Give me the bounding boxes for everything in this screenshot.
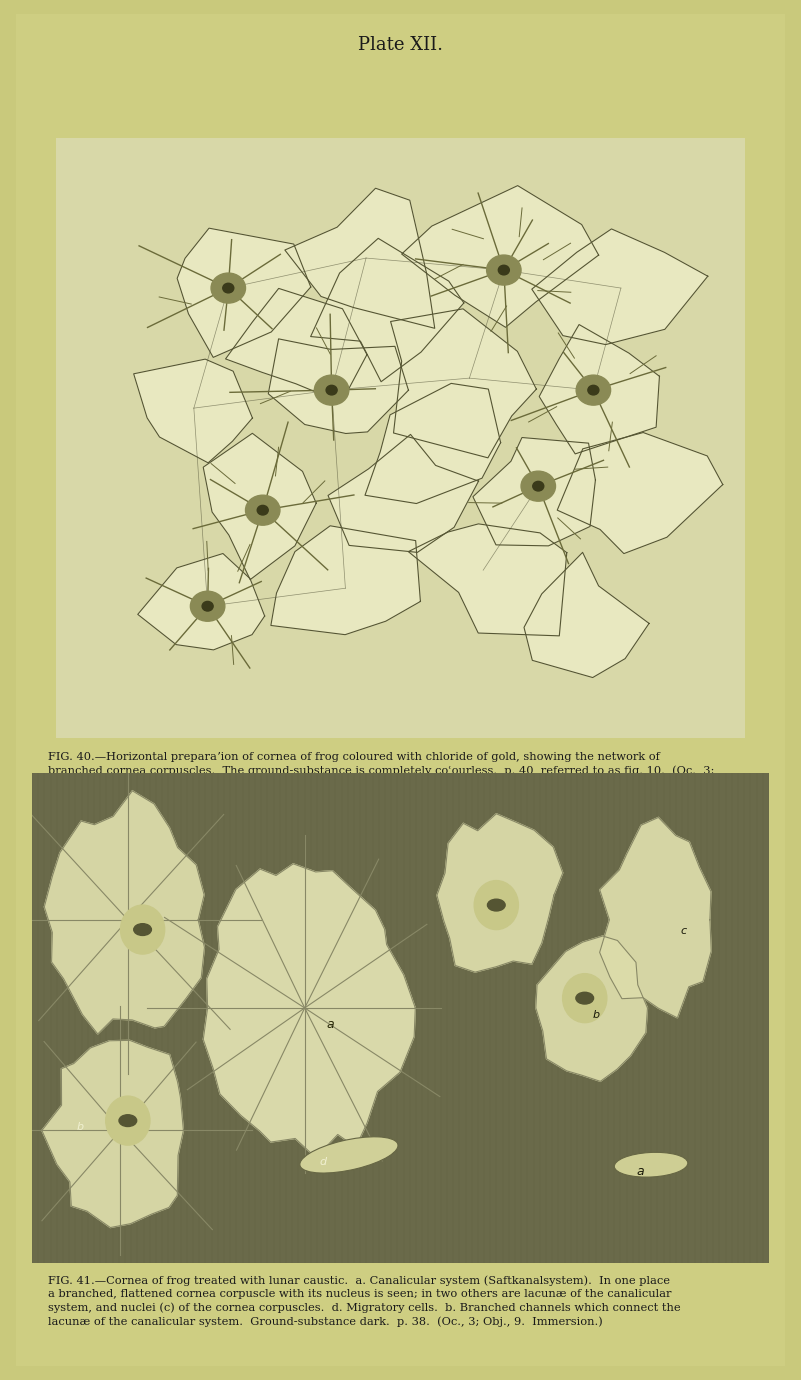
Polygon shape [409,524,567,636]
Circle shape [314,375,348,406]
Circle shape [488,900,505,911]
Circle shape [191,591,225,621]
Polygon shape [268,339,409,433]
Polygon shape [42,1041,183,1228]
Circle shape [202,602,213,611]
Circle shape [211,273,245,304]
Polygon shape [177,228,311,357]
Text: a: a [327,1017,335,1031]
Ellipse shape [106,1096,150,1145]
Circle shape [576,375,610,406]
Ellipse shape [300,1137,398,1173]
Circle shape [576,992,594,1005]
Circle shape [326,385,337,395]
Polygon shape [532,229,708,345]
Polygon shape [226,288,367,403]
Polygon shape [600,817,711,1018]
Circle shape [134,923,151,936]
Circle shape [498,265,509,275]
Polygon shape [524,552,649,678]
Circle shape [223,283,234,293]
Circle shape [521,471,555,501]
Polygon shape [557,432,723,553]
Circle shape [257,505,268,515]
Text: Plate XII.: Plate XII. [358,36,443,54]
Circle shape [533,482,544,491]
Polygon shape [44,791,204,1034]
Ellipse shape [474,880,518,930]
Circle shape [486,255,521,286]
Polygon shape [536,936,647,1082]
Polygon shape [138,553,264,650]
Polygon shape [328,435,478,552]
Circle shape [245,495,280,526]
Polygon shape [365,384,501,504]
Ellipse shape [614,1152,688,1177]
Polygon shape [401,185,598,327]
Polygon shape [271,526,421,635]
Circle shape [588,385,599,395]
Polygon shape [539,324,659,454]
Ellipse shape [120,905,165,954]
Text: d: d [320,1156,327,1166]
Polygon shape [473,437,595,546]
Text: FIG. 41.—Cornea of frog treated with lunar caustic.  a. Canalicular system (Saft: FIG. 41.—Cornea of frog treated with lun… [48,1275,681,1326]
Text: c: c [681,926,686,937]
Polygon shape [285,188,435,328]
Polygon shape [203,433,316,580]
Polygon shape [391,309,537,458]
Polygon shape [134,359,252,462]
Text: b: b [592,1010,599,1020]
Text: b: b [76,1122,83,1133]
Ellipse shape [562,974,607,1023]
Polygon shape [203,864,415,1158]
Polygon shape [437,814,563,972]
Text: FIG. 40.—Horizontal preparaʼion of cornea of frog coloured with chloride of gold: FIG. 40.—Horizontal preparaʼion of corne… [48,752,714,791]
Polygon shape [311,239,464,382]
Circle shape [119,1115,137,1126]
Text: a: a [636,1165,644,1177]
